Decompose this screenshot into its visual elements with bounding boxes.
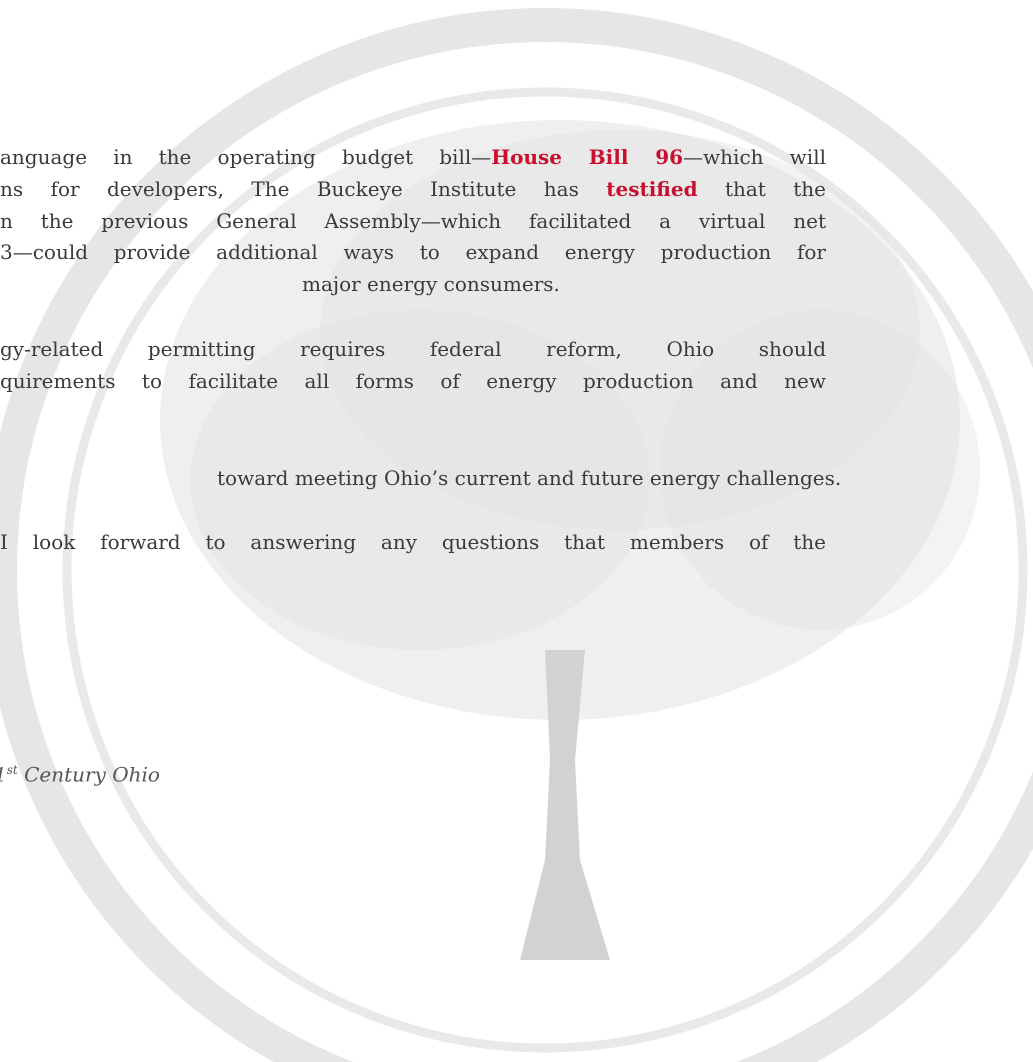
link[interactable]: House Bill 96 [491, 145, 683, 169]
text-run: 1 [0, 763, 7, 787]
text-line: major energy consumers. [302, 271, 560, 297]
text-run: I look forward to answering any question… [0, 530, 826, 554]
text-run: ns for developers, The Buckeye Institute… [0, 177, 606, 201]
text-run: anguage in the operating budget bill— [0, 145, 491, 169]
text-line: gy-related permitting requires federal r… [0, 336, 826, 362]
text-run: toward meeting Ohio’s current and future… [217, 466, 841, 490]
text-run: gy-related permitting requires federal r… [0, 337, 826, 361]
text-line: 3—could provide additional ways to expan… [0, 239, 826, 265]
text-run: quirements to facilitate all forms of en… [0, 369, 826, 393]
text-line: toward meeting Ohio’s current and future… [217, 465, 841, 491]
text-run: that the [698, 177, 826, 201]
text-run: n the previous General Assembly—which fa… [0, 209, 826, 233]
text-line: n the previous General Assembly—which fa… [0, 208, 826, 234]
text-line: ns for developers, The Buckeye Institute… [0, 176, 826, 202]
text-run: st [7, 763, 18, 777]
text-line: anguage in the operating budget bill—Hou… [0, 144, 826, 170]
text-line: 1st Century Ohio [0, 757, 160, 788]
page: anguage in the operating budget bill—Hou… [0, 0, 1033, 1062]
text-run: Century Ohio [18, 763, 160, 787]
text-run: —which will [683, 145, 826, 169]
text-line: I look forward to answering any question… [0, 529, 826, 555]
text-line: quirements to facilitate all forms of en… [0, 368, 826, 394]
link[interactable]: testified [606, 177, 697, 201]
text-run: 3—could provide additional ways to expan… [0, 240, 826, 264]
text-run: major energy consumers. [302, 272, 560, 296]
